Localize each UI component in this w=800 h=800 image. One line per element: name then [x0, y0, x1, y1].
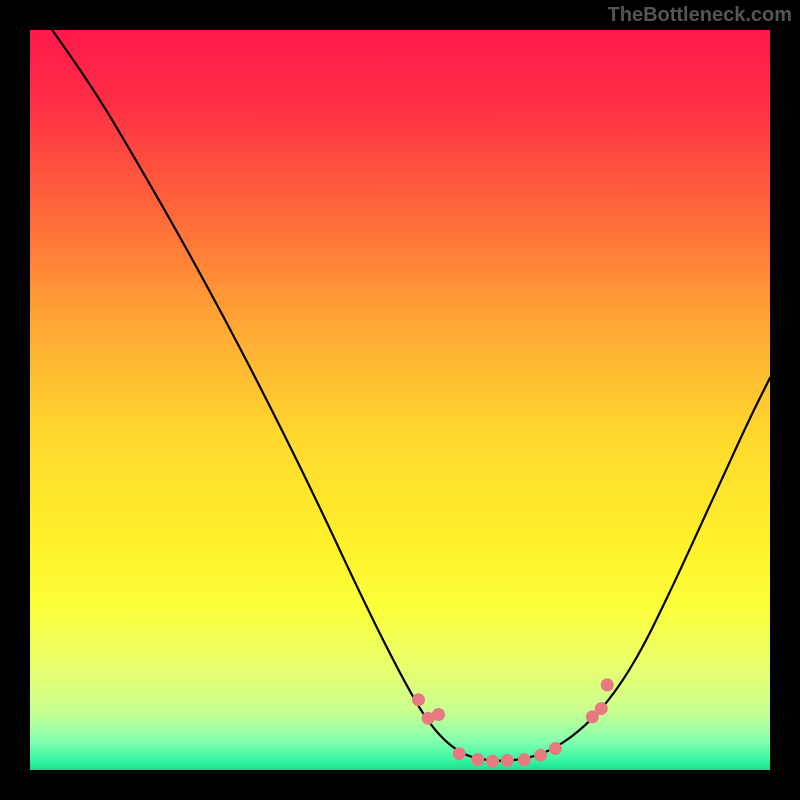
data-marker	[501, 754, 513, 766]
data-marker	[413, 694, 425, 706]
data-marker	[549, 743, 561, 755]
data-marker	[487, 755, 499, 767]
gradient-background	[30, 30, 770, 770]
data-marker	[595, 703, 607, 715]
chart-svg	[30, 30, 770, 770]
data-marker	[432, 709, 444, 721]
data-marker	[453, 748, 465, 760]
data-marker	[472, 754, 484, 766]
attribution-text: TheBottleneck.com	[608, 4, 792, 27]
data-marker	[518, 754, 530, 766]
data-marker	[535, 749, 547, 761]
data-marker	[601, 679, 613, 691]
plot-area	[30, 30, 770, 770]
chart-frame: TheBottleneck.com	[0, 0, 800, 800]
